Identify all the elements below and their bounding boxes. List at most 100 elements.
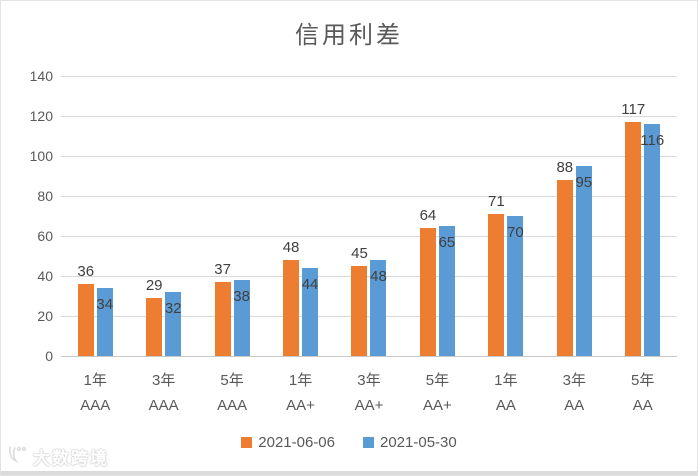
category-rating: AA+	[354, 397, 384, 414]
data-label: 32	[164, 300, 182, 317]
y-axis: 0 20 40 60 80 100 120 140	[9, 69, 53, 363]
category-label: 1年 AA+	[266, 368, 334, 418]
legend: 2021-06-06 2021-05-30	[1, 434, 697, 451]
gridline-120	[61, 116, 677, 117]
data-label: 44	[301, 276, 319, 293]
category-term: 5年	[220, 372, 244, 389]
gridline-20	[61, 316, 677, 317]
bar-group-5年-AA: 117 116 5年 AA	[609, 76, 677, 414]
gridline-40	[61, 276, 677, 277]
bar-pair: 71 70	[472, 76, 540, 356]
bar-2021-06-06-1年-AA+: 48	[283, 240, 299, 356]
category-term: 3年	[151, 372, 176, 389]
plot-area: 36 34 1年 AAA 29 32 3年 AAA 37 38 5年 AAA 48 44 1年 AA+ 45 48…	[61, 76, 677, 414]
legend-item-2021-06-06: 2021-06-06	[241, 434, 335, 451]
bar-group-1年-AA: 71 70 1年 AA	[472, 76, 540, 414]
bar-pair: 45 48	[335, 76, 403, 356]
bar-group-3年-AA: 88 95 3年 AA	[540, 76, 608, 414]
bar-pair: 64 65	[403, 76, 471, 356]
data-label: 37	[214, 261, 231, 278]
category-term: 1年	[494, 372, 518, 389]
bar-group-5年-AAA: 37 38 5年 AAA	[198, 76, 266, 414]
y-tick-label-20: 20	[37, 308, 53, 324]
data-label: 95	[575, 174, 593, 191]
bar-pair: 29 32	[129, 76, 197, 356]
data-label: 36	[77, 263, 95, 280]
data-label: 65	[438, 234, 456, 251]
bar-2021-06-06-3年-AA: 88	[556, 160, 573, 356]
bar-2021-05-30-3年-AAA: 32	[164, 292, 182, 356]
category-rating: AAA	[80, 397, 111, 414]
legend-swatch	[363, 437, 374, 448]
bar-2021-05-30-3年-AA: 95	[575, 166, 593, 356]
category-rating: AA	[632, 397, 653, 414]
category-label: 5年 AAA	[198, 368, 266, 418]
bar-pair: 36 34	[61, 76, 129, 356]
category-rating: AA+	[423, 397, 452, 414]
legend-item-2021-05-30: 2021-05-30	[363, 434, 457, 451]
bar-2021-06-06-5年-AA: 117	[621, 102, 645, 356]
category-rating: AA	[564, 397, 585, 414]
bar-2021-05-30-5年-AA+: 65	[439, 226, 455, 356]
bar-groups: 36 34 1年 AAA 29 32 3年 AAA 37 38 5年 AAA 48 44 1年 AA+ 45 48…	[61, 76, 677, 414]
legend-swatch	[241, 437, 253, 448]
category-term: 5年	[631, 372, 655, 389]
category-label: 5年 AA	[609, 368, 677, 418]
bar-2021-06-06-3年-AAA: 29	[146, 278, 163, 356]
gridline-80	[61, 196, 677, 197]
bar-2021-06-06-1年-AAA: 36	[77, 264, 94, 356]
data-label: 88	[556, 159, 574, 176]
bar-2021-05-30-3年-AA+: 48	[370, 260, 387, 356]
bar-pair: 37 38	[198, 76, 266, 356]
bar-2021-06-06-5年-AA+: 64	[420, 208, 436, 356]
data-label: 34	[96, 296, 114, 313]
category-term: 1年	[83, 372, 107, 389]
category-label: 3年 AAA	[129, 368, 197, 418]
data-label: 70	[507, 224, 524, 241]
category-label: 5年 AA+	[403, 368, 471, 418]
category-rating: AAA	[148, 397, 179, 414]
chart-title: 信用利差	[295, 21, 403, 49]
data-label: 48	[370, 268, 387, 285]
y-tick-label-60: 60	[37, 228, 53, 244]
bar-2021-05-30-1年-AA: 70	[507, 216, 524, 356]
bar-2021-06-06-1年-AA: 71	[488, 194, 505, 356]
category-term: 1年	[288, 372, 313, 389]
category-label: 1年 AA	[472, 368, 540, 418]
y-tick-label-140: 140	[29, 68, 53, 84]
data-label: 38	[233, 288, 250, 305]
bar-group-1年-AAA: 36 34 1年 AAA	[61, 76, 129, 414]
category-label: 3年 AA+	[335, 368, 403, 418]
data-label: 117	[621, 101, 646, 118]
category-rating: AA	[495, 397, 516, 414]
y-tick-label-40: 40	[37, 268, 53, 284]
legend-label: 2021-06-06	[258, 434, 335, 451]
bar-group-1年-AA+: 48 44 1年 AA+	[266, 76, 334, 414]
bar-pair: 88 95	[540, 76, 608, 356]
category-term: 3年	[562, 372, 586, 389]
gridline-60	[61, 236, 677, 237]
gridline-140	[61, 76, 677, 77]
category-label: 1年 AAA	[61, 368, 129, 418]
y-tick-label-0: 0	[45, 348, 53, 364]
bar-group-5年-AA+: 64 65 5年 AA+	[403, 76, 471, 414]
category-rating: AA+	[286, 397, 315, 414]
data-label: 116	[640, 132, 665, 149]
bar-2021-05-30-5年-AA: 116	[640, 124, 664, 356]
data-label: 45	[351, 245, 368, 262]
legend-label: 2021-05-30	[380, 434, 457, 451]
bar-2021-06-06-3年-AA+: 45	[351, 246, 368, 356]
bar-2021-05-30-1年-AAA: 34	[96, 288, 114, 356]
bar-pair: 117 116	[609, 76, 677, 356]
bar-2021-05-30-1年-AA+: 44	[302, 268, 318, 356]
bar-2021-06-06-5年-AAA: 37	[214, 262, 231, 356]
y-tick-label-100: 100	[29, 148, 53, 164]
data-label: 29	[145, 277, 163, 294]
category-rating: AAA	[217, 397, 248, 414]
category-term: 3年	[357, 372, 381, 389]
gridline-100	[61, 156, 677, 157]
category-label: 3年 AA	[540, 368, 608, 418]
data-label: 71	[488, 193, 505, 210]
bottom-strip	[1, 471, 697, 475]
